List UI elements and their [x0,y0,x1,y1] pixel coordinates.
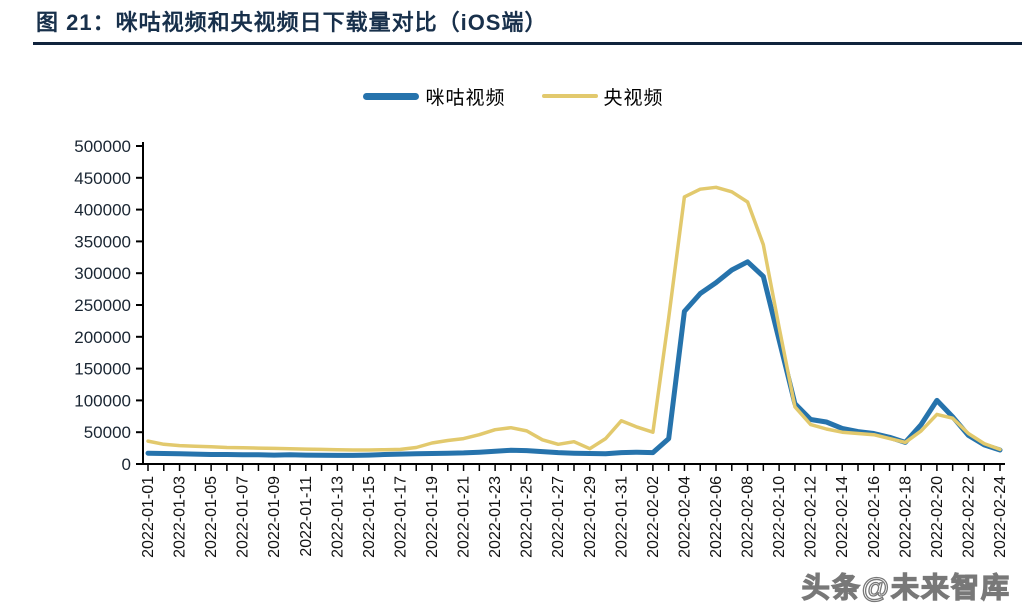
x-axis-label: 2022-01-05 [203,476,220,558]
y-axis-label: 0 [122,455,131,474]
y-axis-label: 500000 [74,137,131,156]
legend-swatch-migu-line [363,92,420,100]
y-axis-label: 350000 [74,232,131,251]
series-line-yang [146,185,1002,452]
x-axis-label: 2022-01-25 [519,476,536,558]
x-axis-label: 2022-02-08 [740,476,757,558]
x-axis-label: 2022-01-29 [582,476,599,558]
legend-item-migu: 咪咕视频 [363,83,505,110]
y-axis-label: 200000 [74,328,131,347]
x-axis-label: 2022-02-06 [708,476,725,558]
x-axis-label: 2022-01-17 [392,476,409,558]
y-axis-label: 150000 [74,360,131,379]
x-axis-label: 2022-01-23 [487,476,504,558]
x-axis-label: 2022-02-18 [897,476,914,558]
x-axis-label: 2022-02-24 [992,476,1009,558]
x-axis-label: 2022-01-13 [329,476,346,558]
legend-label-migu: 咪咕视频 [425,87,506,109]
x-axis-label: 2022-02-02 [645,476,662,558]
x-axis-label: 2022-02-04 [676,476,693,558]
x-axis-label: 2022-01-21 [456,476,473,558]
x-axis-label: 2022-01-15 [361,476,378,558]
y-axis-label: 100000 [74,391,131,410]
legend-swatch-yang-line [541,94,598,98]
x-axis-label: 2022-02-10 [771,476,788,558]
legend: 咪咕视频 央视频 [0,83,1027,110]
axis-lines [142,142,1005,465]
y-axis-label: 50000 [84,423,131,442]
x-axis-label: 2022-02-16 [866,476,883,558]
y-axis-label: 450000 [74,169,131,188]
x-axis-label: 2022-02-12 [803,476,820,558]
x-axis-label: 2022-01-11 [298,476,315,557]
y-axis-label: 250000 [74,296,131,315]
x-axis-label: 2022-02-20 [929,476,946,558]
x-axis-label: 2022-01-09 [266,476,283,558]
x-axis-label: 2022-01-03 [172,476,189,558]
x-axis-label: 2022-01-07 [235,476,252,558]
x-axis-label: 2022-02-22 [960,476,977,558]
x-axis-label: 2022-01-31 [613,476,630,558]
title-underline [33,42,1022,45]
x-axis-label: 2022-01-27 [550,476,567,558]
x-axis-label: 2022-01-01 [140,476,157,558]
legend-item-yang: 央视频 [541,83,664,110]
series-line-migu [145,259,1003,458]
y-axis-label: 400000 [74,201,131,220]
x-axis-label: 2022-02-14 [834,476,851,558]
x-axis-label: 2022-01-19 [424,476,441,558]
figure-title: 图 21：咪咕视频和央视频日下载量对比（iOS端） [36,10,548,35]
legend-label-yang: 央视频 [603,87,664,109]
y-axis-label: 300000 [74,264,131,283]
watermark: 头条@未来智库 [801,571,1011,603]
